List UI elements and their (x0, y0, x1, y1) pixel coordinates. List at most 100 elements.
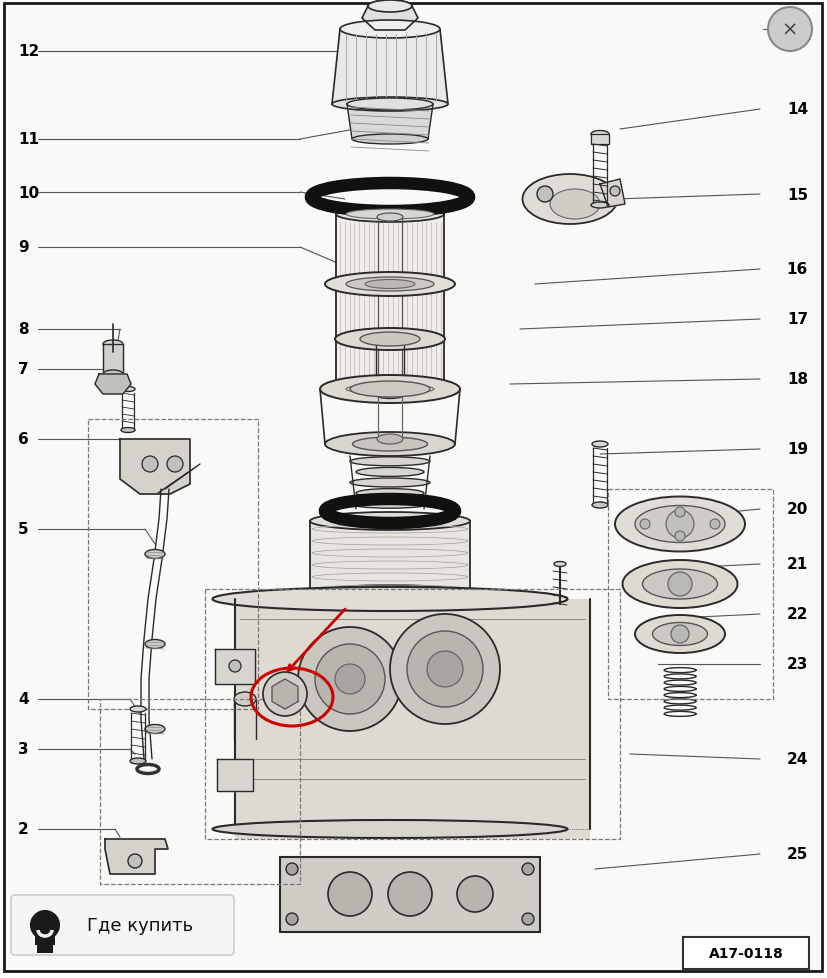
Circle shape (710, 519, 720, 529)
Polygon shape (95, 375, 131, 394)
Ellipse shape (121, 428, 135, 433)
FancyBboxPatch shape (11, 895, 234, 956)
Ellipse shape (332, 98, 448, 111)
Circle shape (315, 645, 385, 714)
Circle shape (407, 632, 483, 707)
Text: 2: 2 (18, 822, 29, 836)
Ellipse shape (325, 273, 455, 296)
Circle shape (31, 911, 59, 939)
Ellipse shape (325, 432, 455, 457)
Ellipse shape (592, 441, 608, 448)
Ellipse shape (335, 329, 445, 351)
Ellipse shape (623, 560, 738, 608)
Ellipse shape (103, 340, 123, 348)
Bar (280, 857, 540, 932)
Text: A17-0118: A17-0118 (709, 946, 783, 960)
Circle shape (388, 872, 432, 916)
Text: 7: 7 (18, 362, 29, 378)
Ellipse shape (523, 175, 618, 225)
Ellipse shape (368, 1, 412, 13)
Text: 10: 10 (18, 185, 39, 200)
Ellipse shape (377, 434, 403, 445)
Text: 25: 25 (786, 847, 808, 862)
Text: 22: 22 (786, 607, 808, 622)
Text: 21: 21 (786, 556, 808, 572)
Ellipse shape (145, 725, 165, 734)
Ellipse shape (635, 506, 725, 543)
Text: 11: 11 (18, 132, 39, 148)
Circle shape (286, 864, 298, 875)
Circle shape (128, 854, 142, 868)
Ellipse shape (121, 387, 135, 392)
Ellipse shape (103, 371, 123, 378)
Ellipse shape (310, 586, 470, 603)
Bar (37, 943, 53, 953)
Text: 8: 8 (18, 322, 29, 337)
Circle shape (298, 627, 402, 732)
Ellipse shape (554, 562, 566, 567)
Circle shape (768, 8, 812, 52)
Circle shape (537, 187, 553, 202)
Ellipse shape (213, 588, 567, 611)
Ellipse shape (615, 497, 745, 552)
Ellipse shape (346, 278, 434, 291)
Bar (310, 521, 470, 595)
Circle shape (457, 876, 493, 912)
Ellipse shape (320, 376, 460, 404)
Circle shape (671, 625, 689, 644)
FancyBboxPatch shape (4, 4, 822, 971)
Polygon shape (105, 839, 168, 874)
Polygon shape (272, 680, 298, 709)
Circle shape (167, 457, 183, 472)
Text: 24: 24 (786, 752, 808, 767)
Text: 6: 6 (18, 432, 29, 447)
Text: ×: × (782, 21, 798, 39)
Ellipse shape (356, 467, 424, 477)
Text: 17: 17 (786, 312, 808, 328)
Ellipse shape (340, 21, 440, 39)
Text: 18: 18 (786, 372, 808, 387)
Ellipse shape (350, 500, 430, 509)
Ellipse shape (352, 135, 428, 145)
Circle shape (610, 187, 620, 197)
Text: 12: 12 (18, 44, 39, 60)
Ellipse shape (130, 706, 146, 712)
Ellipse shape (350, 381, 430, 398)
Ellipse shape (130, 758, 146, 764)
Ellipse shape (368, 1, 412, 13)
Ellipse shape (591, 202, 609, 208)
Ellipse shape (336, 381, 444, 398)
Polygon shape (332, 30, 448, 105)
Ellipse shape (550, 190, 600, 220)
Ellipse shape (350, 478, 430, 487)
Ellipse shape (591, 131, 609, 138)
Text: 19: 19 (786, 442, 808, 457)
Bar (235, 600, 590, 839)
Polygon shape (120, 439, 190, 495)
Ellipse shape (356, 489, 424, 498)
Circle shape (522, 864, 534, 875)
Ellipse shape (336, 206, 444, 223)
Text: 3: 3 (18, 741, 29, 757)
Ellipse shape (352, 437, 428, 452)
Circle shape (522, 913, 534, 925)
Polygon shape (591, 135, 609, 145)
Circle shape (666, 511, 694, 539)
Polygon shape (362, 7, 418, 31)
Polygon shape (217, 759, 253, 791)
Ellipse shape (310, 512, 470, 530)
Circle shape (142, 457, 158, 472)
Ellipse shape (234, 692, 256, 706)
Ellipse shape (635, 615, 725, 653)
Circle shape (675, 531, 685, 542)
Text: 15: 15 (786, 188, 808, 202)
Text: Где купить: Где купить (87, 916, 193, 934)
Ellipse shape (350, 458, 430, 467)
Ellipse shape (360, 333, 420, 346)
Text: 14: 14 (786, 103, 808, 117)
Ellipse shape (643, 569, 718, 600)
Circle shape (640, 519, 650, 529)
Ellipse shape (592, 503, 608, 509)
Ellipse shape (377, 382, 403, 390)
Circle shape (263, 672, 307, 716)
